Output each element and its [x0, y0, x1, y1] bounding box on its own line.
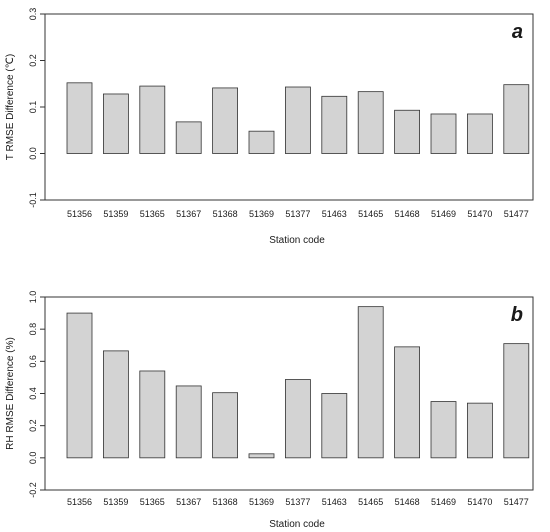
bar-51468	[394, 346, 421, 459]
x-tick-label: 51468	[395, 209, 420, 219]
bar-51359	[103, 93, 129, 154]
x-tick-label: 51465	[358, 209, 383, 219]
y-tick-label: 1.0	[28, 291, 38, 304]
bar-51463	[321, 95, 348, 154]
y-tick-label: 0.4	[28, 387, 38, 400]
x-tick-label: 51359	[103, 497, 128, 507]
bar-51470	[466, 113, 493, 154]
bar-51465	[357, 306, 384, 459]
x-tick-label: 51463	[322, 497, 347, 507]
chart-panel-b: -0.2 0.0 0.2 0.4 0.6 0.8 1.0 RH RMSE Difference…	[5, 291, 534, 530]
bar-51365	[139, 370, 166, 459]
y-tick-label: 0.2	[28, 419, 38, 432]
x-axis-label: Station code	[269, 519, 325, 530]
bar-51465	[357, 91, 384, 154]
bar-51356	[66, 312, 93, 459]
bar-51367	[175, 121, 202, 154]
bar-51477	[503, 84, 530, 154]
y-tick-label: 0.1	[28, 101, 38, 114]
x-tick-label: 51465	[358, 497, 383, 507]
bar-51369	[248, 453, 275, 459]
y-tick-label: 0.0	[28, 452, 38, 465]
panel-label: a	[512, 21, 523, 43]
x-tick-label: 51356	[67, 497, 92, 507]
y-tick-label: -0.1	[28, 192, 38, 208]
x-tick-label: 51377	[285, 209, 310, 219]
y-tick-label: 0.2	[28, 54, 38, 67]
panel-label: b	[511, 304, 523, 326]
bar-51470	[466, 402, 493, 459]
y-tick-label: 0.0	[28, 147, 38, 160]
bar-51377	[284, 86, 311, 154]
x-tick-label: 51469	[431, 209, 456, 219]
y-axis-label: RH RMSE Difference (%)	[5, 337, 16, 450]
x-tick-label: 51468	[395, 497, 420, 507]
y-tick-label: 0.3	[28, 8, 38, 21]
bar-51359	[103, 350, 129, 459]
bar-51356	[66, 82, 93, 154]
y-axis-label: T RMSE Difference (℃)	[5, 54, 16, 160]
x-tick-label: 51369	[249, 497, 274, 507]
bar-51477	[503, 343, 530, 459]
x-tick-label: 51367	[176, 209, 201, 219]
x-tick-label: 51356	[67, 209, 92, 219]
bar-51468	[394, 109, 421, 154]
bar-51469	[430, 113, 457, 154]
y-tick-label: -0.2	[28, 482, 38, 498]
y-tick-label: 0.8	[28, 323, 38, 336]
chart-panel-a: -0.1 0.0 0.1 0.2 0.3 T RMSE Difference (℃) 513…	[5, 8, 534, 246]
x-tick-label: 51365	[140, 497, 165, 507]
x-tick-label: 51359	[103, 209, 128, 219]
x-tick-label: 51470	[467, 209, 492, 219]
x-tick-label: 51367	[176, 497, 201, 507]
bar-51463	[321, 393, 348, 459]
x-axis-label: Station code	[269, 235, 325, 246]
bar-51469	[430, 401, 457, 459]
bar-51368	[212, 87, 239, 154]
x-tick-label: 51477	[504, 497, 529, 507]
x-tick-label: 51365	[140, 209, 165, 219]
x-tick-label: 51477	[504, 209, 529, 219]
x-tick-label: 51470	[467, 497, 492, 507]
y-tick-label: 0.6	[28, 355, 38, 368]
x-tick-label: 51369	[249, 209, 274, 219]
x-tick-label: 51368	[213, 209, 238, 219]
bar-51365	[139, 85, 166, 154]
bar-51369	[248, 130, 275, 154]
x-tick-label: 51469	[431, 497, 456, 507]
x-tick-label: 51377	[285, 497, 310, 507]
bar-51377	[284, 379, 311, 459]
bar-51367	[175, 385, 202, 459]
bar-51368	[212, 392, 239, 459]
x-tick-label: 51463	[322, 209, 347, 219]
x-tick-label: 51368	[213, 497, 238, 507]
